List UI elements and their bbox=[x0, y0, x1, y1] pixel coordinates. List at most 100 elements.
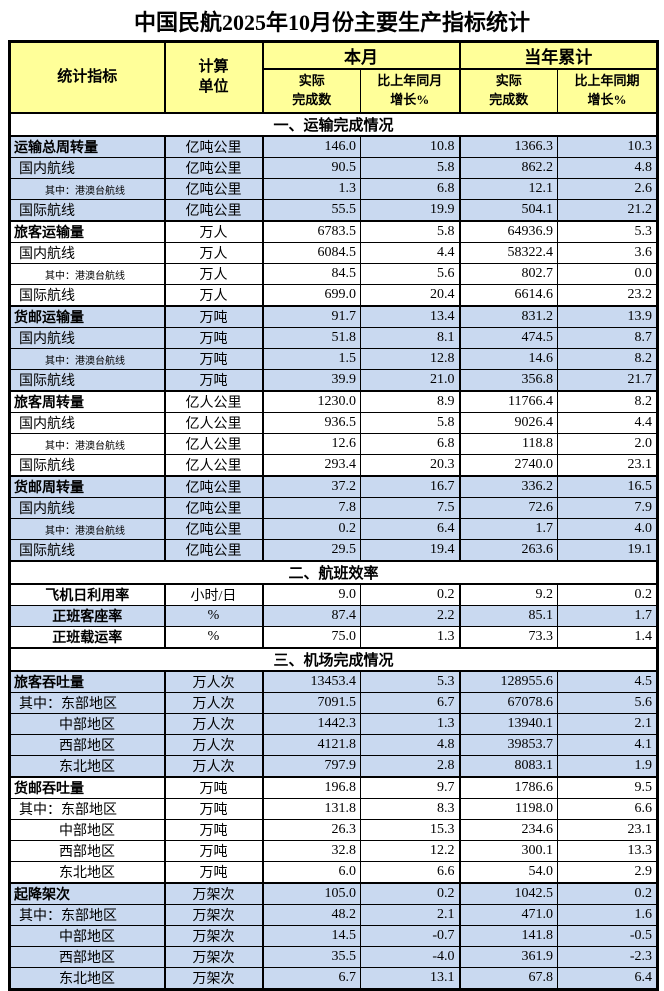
ytd-actual-value: 1786.6 bbox=[459, 776, 558, 799]
table-row: 国内航线 亿人公里 936.5 5.8 9026.4 4.4 bbox=[9, 412, 658, 434]
ytd-growth-value: 13.9 bbox=[557, 305, 658, 328]
month-actual-value: 1.3 bbox=[262, 178, 361, 200]
month-growth-value: 8.1 bbox=[360, 327, 461, 349]
table-row: 旅客吞吐量 万人次 13453.4 5.3 128955.6 4.5 bbox=[9, 670, 658, 693]
page-title: 中国民航2025年10月份主要生产指标统计 bbox=[133, 10, 530, 35]
month-growth-value: 2.8 bbox=[360, 755, 461, 778]
ytd-growth-value: 21.2 bbox=[557, 199, 658, 222]
table-row: 西部地区 万吨 32.8 12.2 300.1 13.3 bbox=[9, 840, 658, 862]
table-row: 中部地区 万吨 26.3 15.3 234.6 23.1 bbox=[9, 819, 658, 841]
month-growth-value: 5.8 bbox=[360, 220, 461, 243]
unit-cell: 万吨 bbox=[164, 305, 264, 328]
ytd-actual-value: 336.2 bbox=[459, 475, 558, 498]
header-unit: 计算 单位 bbox=[164, 41, 264, 114]
unit-cell: 万人次 bbox=[164, 670, 264, 693]
ytd-actual-value: 504.1 bbox=[459, 199, 558, 222]
ytd-growth-value: -0.5 bbox=[557, 925, 658, 947]
month-growth-value: 9.7 bbox=[360, 776, 461, 799]
month-actual-value: 35.5 bbox=[262, 946, 361, 968]
indicator-label: 其中：东部地区 bbox=[9, 904, 166, 926]
month-actual-value: 32.8 bbox=[262, 840, 361, 862]
header-month-group: 本月 bbox=[262, 41, 461, 70]
ytd-actual-value: 39853.7 bbox=[459, 734, 558, 756]
ytd-growth-value: 1.6 bbox=[557, 904, 658, 926]
ytd-growth-value: 5.3 bbox=[557, 220, 658, 243]
month-actual-value: 91.7 bbox=[262, 305, 361, 328]
ytd-actual-value: 9026.4 bbox=[459, 412, 558, 434]
indicator-label: 其中：港澳台航线 bbox=[9, 518, 166, 540]
indicator-label: 西部地区 bbox=[9, 946, 166, 968]
table-row: 货邮吞吐量 万吨 196.8 9.7 1786.6 9.5 bbox=[9, 776, 658, 799]
month-actual-value: 936.5 bbox=[262, 412, 361, 434]
table-row: 其中：港澳台航线 亿吨公里 1.3 6.8 12.1 2.6 bbox=[9, 178, 658, 200]
month-actual-value: 51.8 bbox=[262, 327, 361, 349]
indicator-label: 国内航线 bbox=[9, 497, 166, 519]
indicator-label: 国际航线 bbox=[9, 454, 166, 477]
month-actual-value: 4121.8 bbox=[262, 734, 361, 756]
ytd-growth-value: 1.4 bbox=[557, 626, 658, 649]
ytd-actual-value: 9.2 bbox=[459, 583, 558, 606]
ytd-growth-value: 8.7 bbox=[557, 327, 658, 349]
ytd-growth-value: 0.0 bbox=[557, 263, 658, 285]
indicator-label: 其中：港澳台航线 bbox=[9, 348, 166, 370]
month-growth-value: 5.8 bbox=[360, 157, 461, 179]
unit-cell: 万吨 bbox=[164, 798, 264, 820]
ytd-growth-value: 16.5 bbox=[557, 475, 658, 498]
month-actual-value: 6.0 bbox=[262, 861, 361, 884]
month-growth-value: 0.2 bbox=[360, 882, 461, 905]
month-actual-value: 131.8 bbox=[262, 798, 361, 820]
indicator-label: 飞机日利用率 bbox=[9, 583, 166, 606]
table-row: 东北地区 万吨 6.0 6.6 54.0 2.9 bbox=[9, 861, 658, 884]
month-growth-value: 8.3 bbox=[360, 798, 461, 820]
ytd-growth-value: 1.9 bbox=[557, 755, 658, 778]
table-row: 其中：东部地区 万架次 48.2 2.1 471.0 1.6 bbox=[9, 904, 658, 926]
month-growth-value: 6.8 bbox=[360, 178, 461, 200]
unit-cell: 亿吨公里 bbox=[164, 157, 264, 179]
table-row: 其中：港澳台航线 亿吨公里 0.2 6.4 1.7 4.0 bbox=[9, 518, 658, 540]
month-growth-value: 15.3 bbox=[360, 819, 461, 841]
table-row: 国内航线 亿吨公里 7.8 7.5 72.6 7.9 bbox=[9, 497, 658, 519]
month-growth-value: 5.3 bbox=[360, 670, 461, 693]
unit-cell: 亿人公里 bbox=[164, 412, 264, 434]
ytd-actual-value: 67078.6 bbox=[459, 692, 558, 714]
ytd-growth-value: -2.3 bbox=[557, 946, 658, 968]
ytd-growth-value: 8.2 bbox=[557, 348, 658, 370]
month-actual-value: 1230.0 bbox=[262, 390, 361, 413]
month-growth-value: 1.3 bbox=[360, 626, 461, 649]
ytd-growth-value: 21.7 bbox=[557, 369, 658, 392]
month-actual-value: 26.3 bbox=[262, 819, 361, 841]
table-row: 国内航线 亿吨公里 90.5 5.8 862.2 4.8 bbox=[9, 157, 658, 179]
indicator-label: 运输总周转量 bbox=[9, 135, 166, 158]
unit-cell: 万架次 bbox=[164, 967, 264, 990]
indicator-label: 东北地区 bbox=[9, 755, 166, 778]
ytd-growth-value: 8.2 bbox=[557, 390, 658, 413]
month-actual-value: 1442.3 bbox=[262, 713, 361, 735]
ytd-growth-value: 2.1 bbox=[557, 713, 658, 735]
indicator-label: 国际航线 bbox=[9, 284, 166, 307]
month-actual-value: 699.0 bbox=[262, 284, 361, 307]
unit-cell: 亿吨公里 bbox=[164, 539, 264, 562]
unit-cell: 万人 bbox=[164, 242, 264, 264]
section-heading: 一、运输完成情况 bbox=[9, 112, 658, 137]
ytd-actual-value: 14.6 bbox=[459, 348, 558, 370]
ytd-actual-value: 1042.5 bbox=[459, 882, 558, 905]
ytd-growth-value: 23.2 bbox=[557, 284, 658, 307]
table-row: 其中：东部地区 万人次 7091.5 6.7 67078.6 5.6 bbox=[9, 692, 658, 714]
table-row: 东北地区 万架次 6.7 13.1 67.8 6.4 bbox=[9, 967, 658, 990]
ytd-growth-value: 2.0 bbox=[557, 433, 658, 455]
ytd-growth-value: 6.4 bbox=[557, 967, 658, 990]
header-ytd-growth: 比上年同期 增长% bbox=[557, 68, 658, 114]
table-row: 西部地区 万架次 35.5 -4.0 361.9 -2.3 bbox=[9, 946, 658, 968]
ytd-growth-value: 0.2 bbox=[557, 882, 658, 905]
table-row: 其中：港澳台航线 万吨 1.5 12.8 14.6 8.2 bbox=[9, 348, 658, 370]
month-growth-value: 10.8 bbox=[360, 135, 461, 158]
month-actual-value: 75.0 bbox=[262, 626, 361, 649]
indicator-label: 货邮吞吐量 bbox=[9, 776, 166, 799]
month-actual-value: 293.4 bbox=[262, 454, 361, 477]
table-row: 国际航线 万吨 39.9 21.0 356.8 21.7 bbox=[9, 369, 658, 392]
ytd-actual-value: 2740.0 bbox=[459, 454, 558, 477]
indicator-label: 正班客座率 bbox=[9, 605, 166, 627]
unit-cell: 亿吨公里 bbox=[164, 135, 264, 158]
unit-cell: 万人次 bbox=[164, 734, 264, 756]
month-actual-value: 55.5 bbox=[262, 199, 361, 222]
